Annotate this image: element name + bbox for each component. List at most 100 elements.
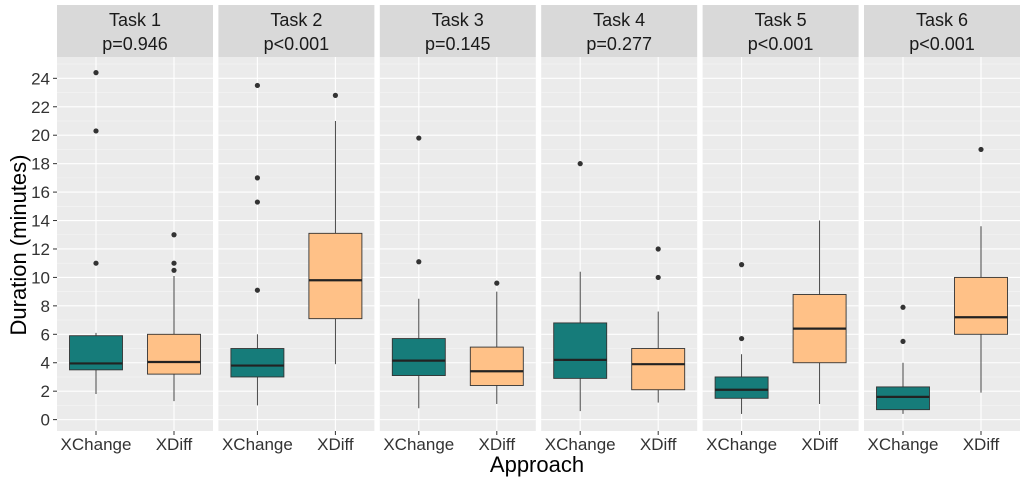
x-tick-label: XDiff xyxy=(317,435,354,454)
y-tick-label: 22 xyxy=(31,98,50,117)
panel-title: Task 6 xyxy=(916,10,968,30)
box-iqr xyxy=(714,376,769,399)
y-tick-label: 12 xyxy=(31,240,50,259)
panel-background xyxy=(57,57,213,431)
panel-pvalue: p<0.001 xyxy=(264,34,330,54)
outlier-point xyxy=(416,259,422,265)
panel-title: Task 3 xyxy=(432,10,484,30)
box-iqr xyxy=(954,276,1008,335)
x-tick-label: XChange xyxy=(383,435,454,454)
y-tick-label: 14 xyxy=(31,212,50,231)
panel-pvalue: p=0.145 xyxy=(425,34,491,54)
outlier-point xyxy=(655,246,661,252)
outlier-point xyxy=(254,287,260,293)
box-xchange xyxy=(714,262,769,414)
outlier-point xyxy=(171,260,177,266)
x-axis-title: Approach xyxy=(490,452,584,477)
y-tick-label: 0 xyxy=(41,411,50,430)
outlier-point xyxy=(978,146,984,153)
box-iqr xyxy=(308,232,363,320)
strip-background xyxy=(57,5,213,57)
y-tick-label: 8 xyxy=(41,297,50,316)
facet-panels: Task 1 p=0.946 XChange XDiff Task 2 p<0.001 XC… xyxy=(57,5,1020,454)
box-iqr xyxy=(230,348,285,378)
box-xdiff xyxy=(469,280,524,404)
y-tick-label: 20 xyxy=(31,126,50,145)
outlier-point xyxy=(900,338,906,345)
outlier-point xyxy=(739,262,745,268)
outlier-point xyxy=(171,267,177,273)
x-tick-label: XDiff xyxy=(963,435,1000,454)
facet-panel: Task 2 p<0.001 XChange XDiff xyxy=(218,5,375,454)
strip-background xyxy=(702,5,859,57)
panel-background xyxy=(864,57,1020,431)
outlier-point xyxy=(416,135,422,141)
x-tick-label: XDiff xyxy=(156,435,193,454)
outlier-point xyxy=(93,260,99,266)
box-xchange xyxy=(391,135,446,409)
y-tick-label: 16 xyxy=(31,183,50,202)
outlier-point xyxy=(254,199,260,205)
facet-panel: Task 1 p=0.946 XChange XDiff xyxy=(57,5,213,454)
facet-panel: Task 5 p<0.001 XChange XDiff xyxy=(702,5,859,454)
facet-panel: Task 6 p<0.001 XChange XDiff xyxy=(864,5,1020,454)
outlier-point xyxy=(93,70,99,76)
outlier-point xyxy=(900,304,906,310)
y-tick-label: 18 xyxy=(31,155,50,174)
panel-pvalue: p=0.946 xyxy=(102,34,168,54)
box-iqr xyxy=(391,338,446,376)
box-xdiff xyxy=(954,146,1008,393)
x-tick-label: XChange xyxy=(706,435,777,454)
x-tick-label: XChange xyxy=(545,435,616,454)
strip-background xyxy=(218,5,375,57)
panel-title: Task 5 xyxy=(755,10,807,30)
box-iqr xyxy=(631,348,686,391)
panel-title: Task 2 xyxy=(270,10,322,30)
outlier-point xyxy=(655,274,661,281)
outlier-point xyxy=(739,335,745,342)
x-tick-label: XDiff xyxy=(801,435,838,454)
x-tick-label: XDiff xyxy=(479,435,516,454)
y-tick-label: 6 xyxy=(41,325,50,344)
y-tick-label: 2 xyxy=(41,382,50,401)
box-iqr xyxy=(147,333,201,375)
outlier-point xyxy=(332,92,338,98)
panel-background xyxy=(702,57,859,431)
panel-pvalue: p<0.001 xyxy=(748,34,814,54)
box-xdiff xyxy=(308,92,363,365)
box-iqr xyxy=(876,386,930,411)
outlier-point xyxy=(494,280,500,286)
panel-pvalue: p<0.001 xyxy=(909,34,975,54)
strip-background xyxy=(541,5,698,57)
y-tick-label: 24 xyxy=(31,69,50,88)
facet-panel: Task 3 p=0.145 XChange XDiff xyxy=(379,5,536,454)
box-xchange xyxy=(69,70,123,395)
box-xdiff xyxy=(631,246,686,403)
box-iqr xyxy=(553,322,608,379)
box-xdiff xyxy=(147,232,201,402)
strip-background xyxy=(864,5,1020,57)
panel-title: Task 4 xyxy=(593,10,645,30)
box-xchange xyxy=(553,161,608,412)
panel-pvalue: p=0.277 xyxy=(586,34,652,54)
outlier-point xyxy=(254,175,260,181)
x-tick-label: XDiff xyxy=(640,435,677,454)
box-iqr xyxy=(69,335,123,371)
box-xchange xyxy=(876,304,930,414)
x-tick-label: XChange xyxy=(868,435,939,454)
outlier-point xyxy=(254,82,260,89)
outlier-point xyxy=(93,128,99,134)
outlier-point xyxy=(171,232,177,238)
box-xchange xyxy=(230,82,285,406)
panel-title: Task 1 xyxy=(109,10,161,30)
facet-panel: Task 4 p=0.277 XChange XDiff xyxy=(541,5,698,454)
x-tick-label: XChange xyxy=(222,435,293,454)
box-xdiff xyxy=(792,220,847,404)
y-axis-title: Duration (minutes) xyxy=(6,155,31,336)
y-tick-label: 4 xyxy=(41,354,50,373)
x-tick-label: XChange xyxy=(61,435,132,454)
outlier-point xyxy=(577,161,583,167)
box-iqr xyxy=(469,346,524,386)
